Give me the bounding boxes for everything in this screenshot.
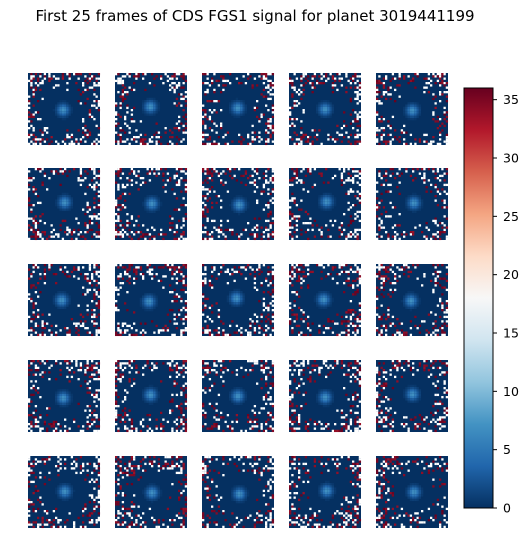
frame-6 (28, 168, 101, 241)
frame-1 (28, 73, 101, 146)
frame-10 (376, 168, 449, 241)
figure-title: First 25 frames of CDS FGS1 signal for p… (35, 7, 475, 25)
frame-14 (289, 264, 362, 337)
frame-24 (289, 456, 362, 529)
frame-4 (289, 73, 362, 146)
frame-21 (28, 456, 101, 529)
colorbar-tick-label: 35 (503, 92, 519, 107)
frame-20 (376, 360, 449, 433)
frame-15 (376, 264, 449, 337)
colorbar: 0 5 10 15 20 25 30 35 (463, 87, 519, 516)
frame-11 (28, 264, 101, 337)
frame-23 (202, 456, 275, 529)
colorbar-tick-label: 25 (503, 209, 519, 224)
frame-3 (202, 73, 275, 146)
colorbar-tick-label: 0 (503, 501, 511, 516)
frame-5 (376, 73, 449, 146)
colorbar-frame (463, 87, 494, 509)
frame-8 (202, 168, 275, 241)
frame-17 (115, 360, 188, 433)
frame-22 (115, 456, 188, 529)
frame-18 (202, 360, 275, 433)
frame-12 (115, 264, 188, 337)
colorbar-gradient (464, 88, 493, 508)
frame-25 (376, 456, 449, 529)
frame-7 (115, 168, 188, 241)
frame-13 (202, 264, 275, 337)
frame-9 (289, 168, 362, 241)
colorbar-tick-label: 15 (503, 326, 519, 341)
colorbar-tick-label: 20 (503, 267, 519, 282)
frame-16 (28, 360, 101, 433)
colorbar-tick-label: 5 (503, 442, 511, 457)
colorbar-ticks: 0 5 10 15 20 25 30 35 (493, 92, 519, 516)
frame-2 (115, 73, 188, 146)
colorbar-tick-label: 10 (503, 384, 519, 399)
colorbar-tick-label: 30 (503, 151, 519, 166)
frame-grid (28, 73, 449, 529)
frame-19 (289, 360, 362, 433)
